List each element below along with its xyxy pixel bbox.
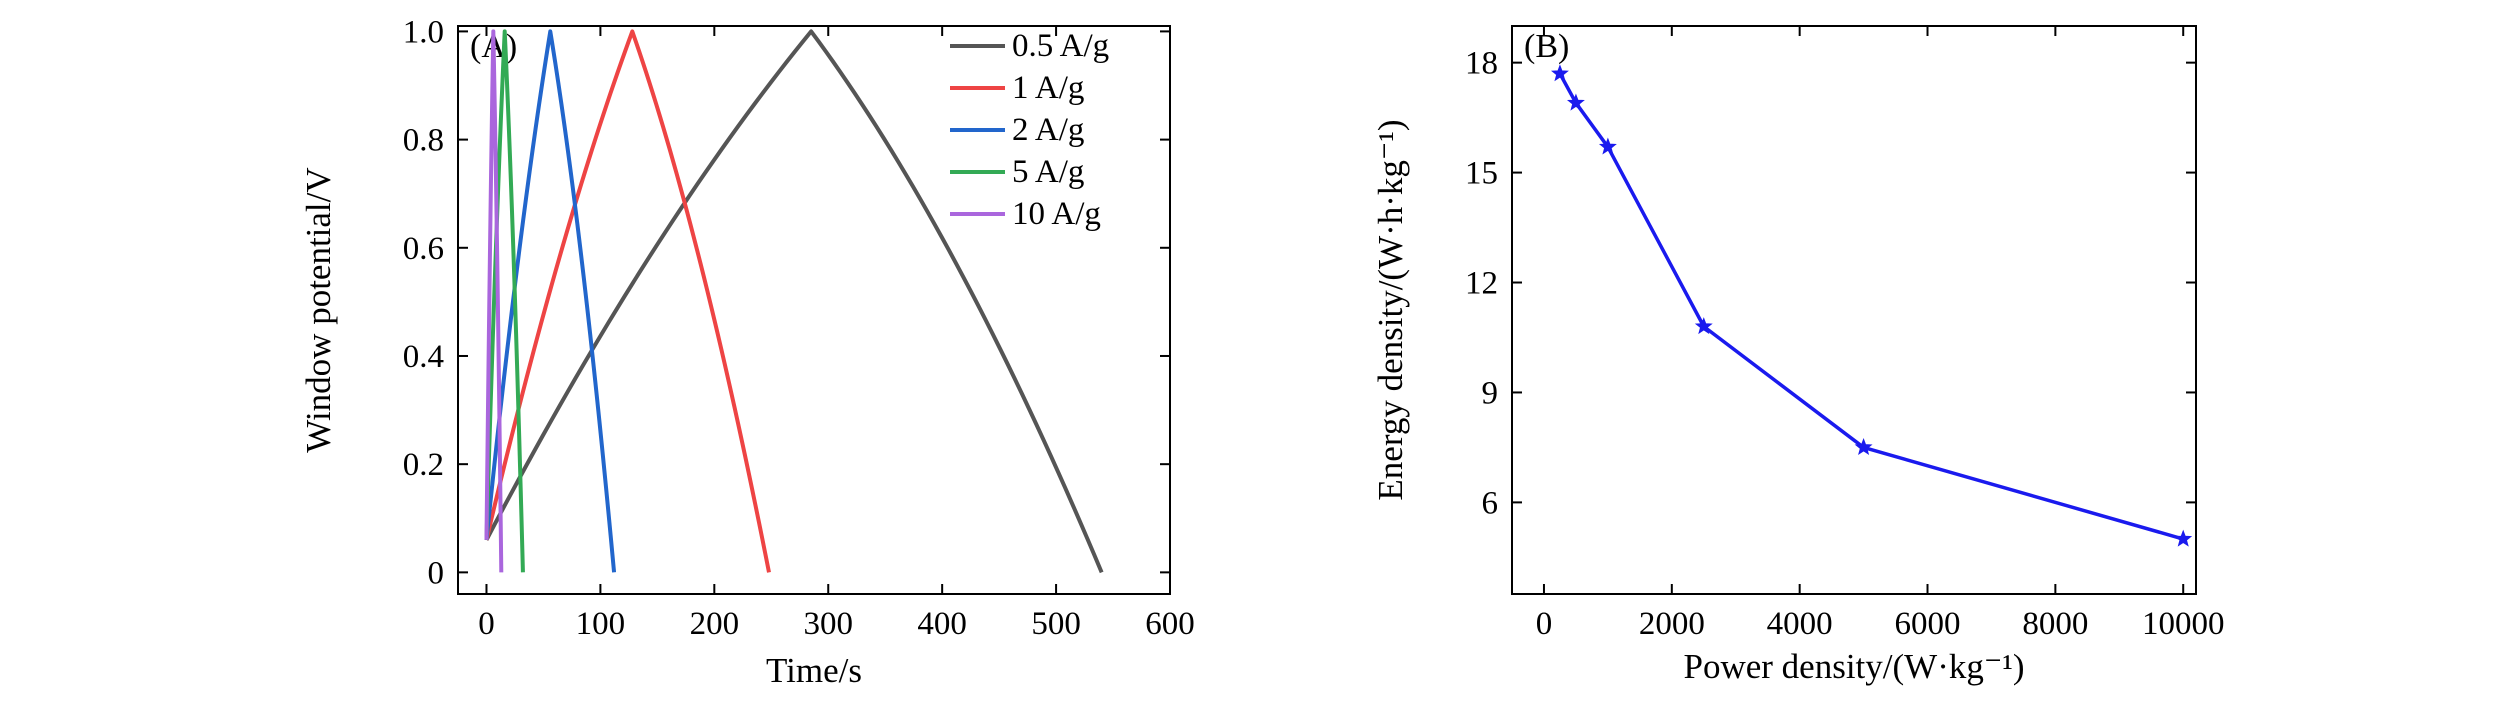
data-point-star [1854, 438, 1873, 456]
x-tick-label: 500 [1031, 606, 1081, 642]
x-tick-label: 400 [917, 606, 967, 642]
energy-power-line [1558, 72, 2184, 541]
legend-entry: 1 A/g [1012, 70, 1084, 106]
plot-frame [1511, 25, 2197, 595]
legend-entry: 0.5 A/g [1012, 28, 1109, 64]
x-tick-label: 2000 [1639, 606, 1705, 642]
x-axis-label: Time/s [766, 651, 862, 690]
y-tick-label: 15 [1465, 156, 1498, 192]
y-tick-label: 0.2 [403, 447, 444, 483]
panel-b-ragone-chart: 0 2000 4000 6000 8000 10000 6 9 12 15 18 Power dens… [1371, 25, 2225, 686]
x-tick-label: 100 [576, 606, 626, 642]
y-tick-label: 0.4 [403, 339, 444, 375]
panel-a-galvanostatic-chart: 0 100 200 300 400 500 600 0 0.2 0.4 0.6 0.8 1.0 Time/… [299, 14, 1195, 690]
plot-frame [457, 25, 1171, 595]
data-point-star [1694, 317, 1713, 335]
x-axis-label: Power density/(W·kg⁻¹) [1684, 647, 2025, 686]
legend-entry: 2 A/g [1012, 112, 1084, 148]
legend-entry: 5 A/g [1012, 154, 1084, 190]
y-axis-label: Window potential/V [299, 167, 338, 452]
data-point-star [1551, 64, 1569, 82]
data-point-star [1598, 137, 1617, 155]
series-line-2-a-g [484, 29, 617, 573]
series-line-0-5-a-g [484, 29, 1104, 574]
y-tick-label: 0 [428, 555, 445, 591]
series-line-10-a-g [484, 29, 504, 573]
y-tick-label: 0.8 [403, 123, 444, 159]
x-tick-label: 4000 [1767, 606, 1833, 642]
x-tick-label: 200 [690, 606, 740, 642]
x-tick-label: 8000 [2022, 606, 2088, 642]
x-tick-label: 10000 [2142, 606, 2225, 642]
y-tick-label: 1.0 [403, 14, 444, 50]
y-axis-label: Energy density/(W·h·kg⁻¹) [1371, 119, 1410, 500]
legend-entry: 10 A/g [1012, 196, 1101, 232]
series-line-5-a-g [484, 29, 525, 573]
x-tick-label: 300 [803, 606, 853, 642]
y-tick-label: 6 [1482, 485, 1499, 521]
data-point-star [2174, 529, 2193, 547]
data-point-star [1566, 93, 1585, 111]
series-line-1-a-g [484, 29, 771, 573]
x-tick-label: 6000 [1895, 606, 1961, 642]
x-tick-label: 0 [478, 606, 495, 642]
y-tick-label: 9 [1482, 375, 1499, 411]
x-tick-label: 0 [1536, 606, 1553, 642]
y-tick-label: 18 [1465, 46, 1498, 82]
x-tick-label: 600 [1145, 606, 1195, 642]
y-tick-label: 12 [1465, 266, 1498, 302]
panel-label: (B) [1524, 28, 1569, 65]
y-tick-label: 0.6 [403, 231, 444, 267]
